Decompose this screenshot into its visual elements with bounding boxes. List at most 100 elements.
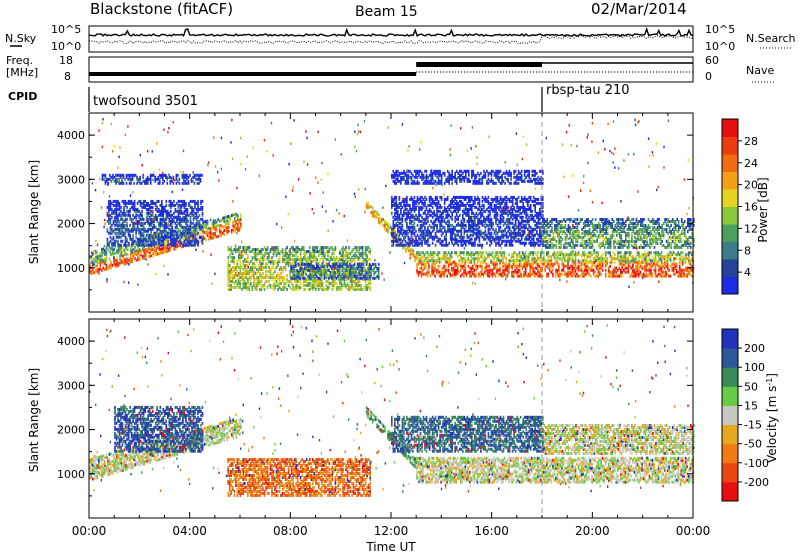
heatmap-cell	[583, 251, 586, 255]
heatmap-cell	[458, 270, 460, 274]
heatmap-cell	[339, 279, 341, 283]
heatmap-cell	[295, 279, 297, 283]
heatmap-cell	[429, 253, 432, 257]
heatmap-cell	[552, 218, 555, 221]
heatmap-cell	[201, 207, 204, 211]
heatmap-cell	[340, 285, 343, 289]
heatmap-cell	[239, 260, 242, 263]
heatmap-cell	[335, 276, 338, 280]
heatmap-cell	[256, 258, 258, 261]
heatmap-cell	[195, 207, 198, 211]
heatmap-cell	[456, 270, 459, 274]
heatmap-cell	[185, 233, 188, 237]
heatmap-cell	[497, 251, 500, 255]
heatmap-cell	[244, 270, 246, 273]
heatmap-cell	[331, 258, 334, 261]
heatmap-cell	[576, 226, 579, 229]
heatmap-cell	[263, 254, 266, 258]
heatmap-cell	[514, 251, 516, 255]
heatmap-cell	[126, 221, 128, 225]
heatmap-cell	[614, 274, 616, 278]
heatmap-cell	[331, 283, 334, 287]
heatmap-cell	[616, 233, 618, 237]
heatmap-cell	[231, 277, 234, 281]
heatmap-cell	[163, 246, 165, 250]
heatmap-cell	[357, 246, 359, 250]
heatmap-cell	[162, 215, 165, 219]
heatmap-cell	[171, 241, 174, 245]
heatmap-cell	[352, 274, 354, 278]
heatmap-cell	[397, 235, 400, 239]
heatmap-cell	[594, 255, 596, 259]
heatmap-cell	[327, 250, 329, 254]
heatmap-cell	[337, 260, 340, 263]
heatmap-cell	[453, 268, 456, 272]
heatmap-cell	[112, 229, 115, 233]
heatmap-cell	[334, 281, 337, 285]
heatmap-cell	[385, 223, 388, 226]
heatmap-cell	[511, 274, 513, 278]
heatmap-cell	[209, 231, 212, 235]
heatmap-cell	[130, 201, 133, 205]
heatmap-cell	[351, 248, 353, 252]
heatmap-cell	[452, 266, 454, 270]
heatmap-cell	[197, 241, 199, 245]
heatmap-cell	[351, 250, 353, 254]
heatmap-cell	[159, 177, 161, 181]
heatmap-cell	[374, 262, 377, 266]
heatmap-cell	[313, 256, 316, 260]
heatmap-cell	[141, 205, 143, 209]
heatmap-cell	[139, 223, 142, 227]
heatmap-cell	[593, 224, 595, 227]
heatmap-cell	[342, 260, 344, 263]
heatmap-cell	[343, 260, 346, 263]
heatmap-cell	[526, 257, 528, 261]
heatmap-cell	[139, 237, 142, 241]
heatmap-cell	[166, 245, 168, 249]
heatmap-cell	[622, 222, 624, 225]
heatmap-cell	[629, 226, 632, 229]
heatmap-cell	[201, 217, 204, 221]
heatmap-cell	[254, 254, 257, 258]
heatmap-cell	[228, 270, 231, 273]
heatmap-cell	[133, 205, 136, 209]
heatmap-cell	[125, 173, 128, 177]
heatmap-cell	[678, 259, 681, 263]
heatmap-cell	[114, 207, 116, 211]
heatmap-cell	[322, 246, 325, 250]
heatmap-cell	[552, 253, 554, 257]
heatmap-cell	[642, 266, 645, 270]
heatmap-cell	[165, 229, 168, 233]
heatmap-cell	[463, 251, 465, 255]
heatmap-cell	[473, 262, 476, 266]
heatmap-cell	[627, 268, 630, 272]
heatmap-cell	[581, 235, 583, 239]
heatmap-cell	[587, 222, 589, 225]
heatmap-cell	[176, 223, 178, 227]
heatmap-cell	[628, 232, 630, 235]
heatmap-cell	[431, 259, 433, 263]
heatmap-cell	[437, 255, 439, 259]
heatmap-cell	[305, 264, 307, 268]
heatmap-cell	[328, 250, 331, 254]
heatmap-cell	[154, 207, 157, 211]
heatmap-cell	[648, 266, 651, 270]
heatmap-cell	[110, 260, 112, 264]
heatmap-cell	[428, 270, 430, 274]
heatmap-cell	[111, 207, 113, 211]
heatmap-cell	[179, 199, 181, 203]
heatmap-cell	[587, 218, 589, 221]
heatmap-cell	[263, 281, 266, 285]
heatmap-cell	[130, 173, 132, 177]
heatmap-cell	[420, 251, 423, 255]
heatmap-cell	[290, 266, 292, 270]
heatmap-cell	[369, 285, 371, 289]
heatmap-cell	[476, 260, 479, 264]
heatmap-cell	[197, 201, 199, 205]
heatmap-cell	[133, 199, 136, 203]
heatmap-cell	[278, 281, 281, 285]
heatmap-cell	[96, 264, 99, 268]
heatmap-cell	[302, 246, 305, 250]
heatmap-cell	[686, 272, 689, 276]
heatmap-cell	[289, 262, 291, 265]
